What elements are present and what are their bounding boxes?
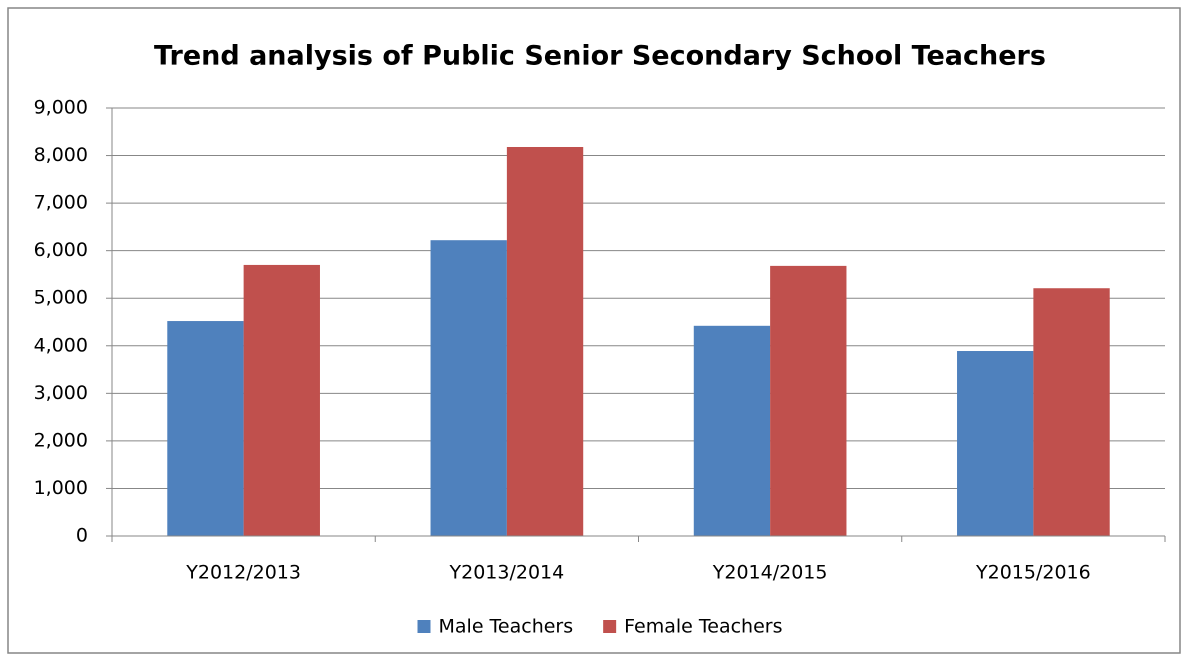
- bar: [506, 146, 584, 537]
- y-tick-label: 8,000: [34, 144, 88, 166]
- y-tick-label: 5,000: [34, 287, 88, 309]
- x-tick-label: Y2013/2014: [449, 562, 565, 584]
- y-tick-label: 4,000: [34, 334, 88, 356]
- legend-label: Female Teachers: [624, 616, 782, 638]
- y-tick-label: 0: [76, 525, 88, 547]
- chart-title: Trend analysis of Public Senior Secondar…: [154, 41, 1046, 72]
- bar: [430, 240, 507, 536]
- y-tick-label: 7,000: [34, 192, 88, 214]
- bar: [167, 321, 244, 536]
- y-tick-label: 6,000: [34, 239, 88, 261]
- y-tick-label: 9,000: [34, 97, 88, 119]
- x-tick-label: Y2012/2013: [185, 562, 301, 584]
- y-tick-label: 2,000: [34, 429, 88, 451]
- x-tick-label: Y2015/2016: [975, 562, 1091, 584]
- x-tick-label: Y2014/2015: [712, 562, 828, 584]
- y-tick-label: 3,000: [34, 382, 88, 404]
- bar: [693, 325, 771, 536]
- legend-label: Male Teachers: [439, 616, 574, 638]
- bar: [243, 264, 320, 536]
- y-tick-label: 1,000: [34, 477, 88, 499]
- bar: [957, 351, 1034, 536]
- legend-swatch: [603, 620, 617, 633]
- bar: [1033, 288, 1110, 536]
- legend-swatch: [417, 620, 431, 633]
- bar: [770, 265, 847, 536]
